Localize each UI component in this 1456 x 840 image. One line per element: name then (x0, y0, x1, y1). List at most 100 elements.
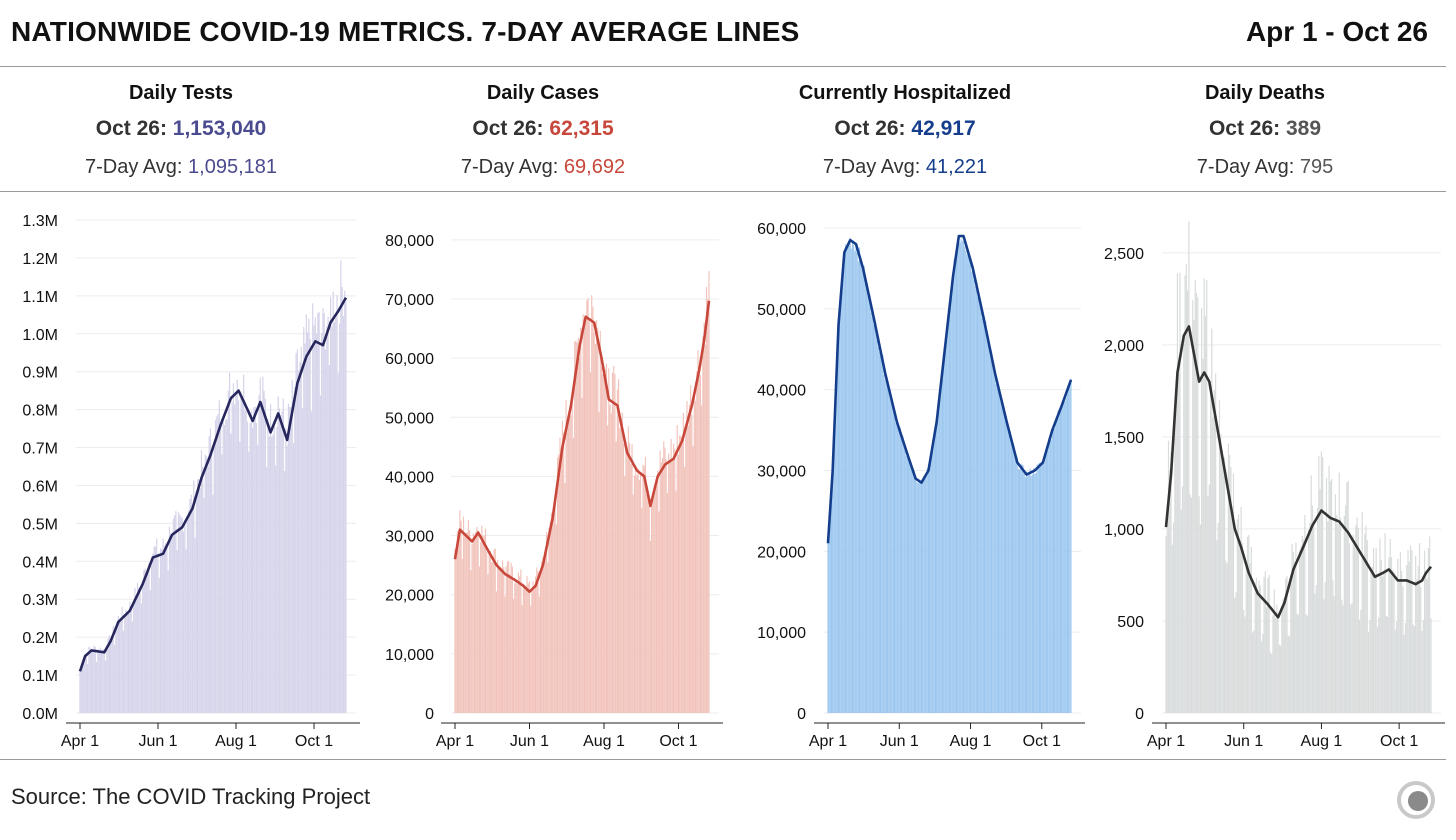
daily-bar (994, 373, 996, 713)
daily-bar (680, 436, 682, 713)
daily-bar (152, 553, 154, 713)
daily-bar (925, 476, 927, 713)
daily-bar (611, 372, 614, 713)
daily-bar (216, 416, 218, 713)
daily-bar (605, 363, 607, 713)
daily-bar (104, 660, 107, 713)
daily-bar (861, 268, 863, 713)
daily-bar (1000, 401, 1002, 713)
daily-bar (1240, 506, 1242, 713)
daily-bar (296, 349, 298, 713)
daily-bar (147, 571, 149, 713)
daily-bar (1367, 631, 1370, 713)
daily-bar (89, 648, 91, 713)
daily-bar (1330, 478, 1333, 713)
daily-bar (616, 389, 618, 713)
daily-bar (1070, 378, 1072, 713)
daily-bar (80, 665, 82, 713)
daily-bar (208, 436, 210, 713)
daily-bar (920, 479, 922, 713)
daily-bar (182, 531, 185, 713)
avg-value-line: 7-Day Avg: 1,095,181 (0, 156, 362, 179)
daily-bar (832, 466, 834, 713)
daily-bar (522, 583, 524, 713)
daily-bar (1366, 540, 1368, 713)
daily-bar (1306, 615, 1308, 713)
daily-bar (614, 374, 616, 713)
daily-bar (156, 538, 158, 713)
daily-bar (1225, 560, 1227, 713)
daily-bar (625, 441, 627, 713)
daily-bar (221, 454, 223, 713)
daily-bar (171, 534, 173, 713)
daily-bar (1206, 280, 1208, 713)
chart-2: 0 10,000 20,000 30,000 40,000 50,000 60,000 Apr… (757, 221, 1085, 750)
daily-bar (498, 566, 500, 713)
daily-bar (136, 582, 139, 713)
daily-bar (979, 303, 981, 713)
daily-bar (1262, 634, 1264, 713)
daily-bar (129, 602, 131, 713)
daily-bar (264, 398, 267, 713)
daily-bar (1184, 275, 1186, 713)
x-tick-label: Jun 1 (510, 733, 549, 750)
latest-value-line: Oct 26: 1,153,040 (0, 117, 362, 141)
daily-bar (1379, 538, 1381, 713)
daily-bar (268, 436, 270, 713)
daily-bar (855, 243, 857, 714)
daily-bar (1194, 279, 1196, 713)
daily-bar (1050, 439, 1052, 713)
daily-bar (682, 413, 684, 713)
daily-bar (572, 437, 574, 713)
daily-bar (526, 576, 528, 713)
daily-bar (657, 470, 659, 713)
daily-bar (1413, 626, 1415, 713)
y-tick-label: 2,000 (1104, 338, 1144, 355)
daily-bar (943, 362, 945, 713)
daily-bar (702, 336, 704, 713)
y-tick-label: 1.1M (22, 289, 58, 306)
daily-bar (340, 260, 342, 713)
daily-bar (120, 620, 122, 713)
panel-title: Daily Cases (486, 82, 600, 104)
y-tick-label: 0.5M (22, 516, 58, 533)
daily-bar (677, 454, 680, 713)
daily-bar (578, 357, 581, 713)
daily-bar (548, 527, 550, 713)
y-tick-label: 0.2M (22, 630, 58, 647)
daily-bar (1360, 609, 1362, 713)
daily-bar (260, 401, 263, 713)
daily-bar (922, 482, 924, 713)
daily-bar (697, 350, 699, 713)
daily-bar (1384, 533, 1386, 713)
daily-bar (1040, 465, 1042, 713)
panel-title: Daily Tests (128, 82, 234, 104)
daily-bar (1267, 578, 1269, 713)
x-tick-label: Jun 1 (1224, 733, 1263, 750)
daily-bar (1364, 533, 1366, 713)
daily-bar (1174, 405, 1176, 713)
daily-bar (253, 407, 255, 713)
daily-bar (1213, 389, 1215, 713)
daily-bar (690, 385, 692, 713)
y-tick-label: 1,000 (1104, 522, 1144, 539)
daily-bar (887, 382, 889, 713)
daily-bar (472, 533, 474, 713)
y-tick-label: 20,000 (757, 544, 806, 561)
daily-bar (556, 457, 559, 713)
daily-bar (630, 463, 632, 713)
y-tick-label: 60,000 (757, 221, 806, 238)
daily-bar (911, 467, 913, 713)
daily-bar (252, 427, 254, 713)
daily-bar (1258, 580, 1260, 713)
daily-bar (1402, 586, 1404, 713)
daily-bar (1337, 523, 1339, 713)
daily-bar (524, 585, 526, 713)
daily-bar (525, 590, 527, 713)
daily-bar (969, 263, 972, 713)
x-tick-label: Aug 1 (950, 733, 992, 750)
x-tick-label: Oct 1 (1380, 733, 1418, 750)
daily-bar (319, 395, 321, 713)
daily-bar (665, 459, 667, 713)
daily-bar (516, 584, 518, 713)
